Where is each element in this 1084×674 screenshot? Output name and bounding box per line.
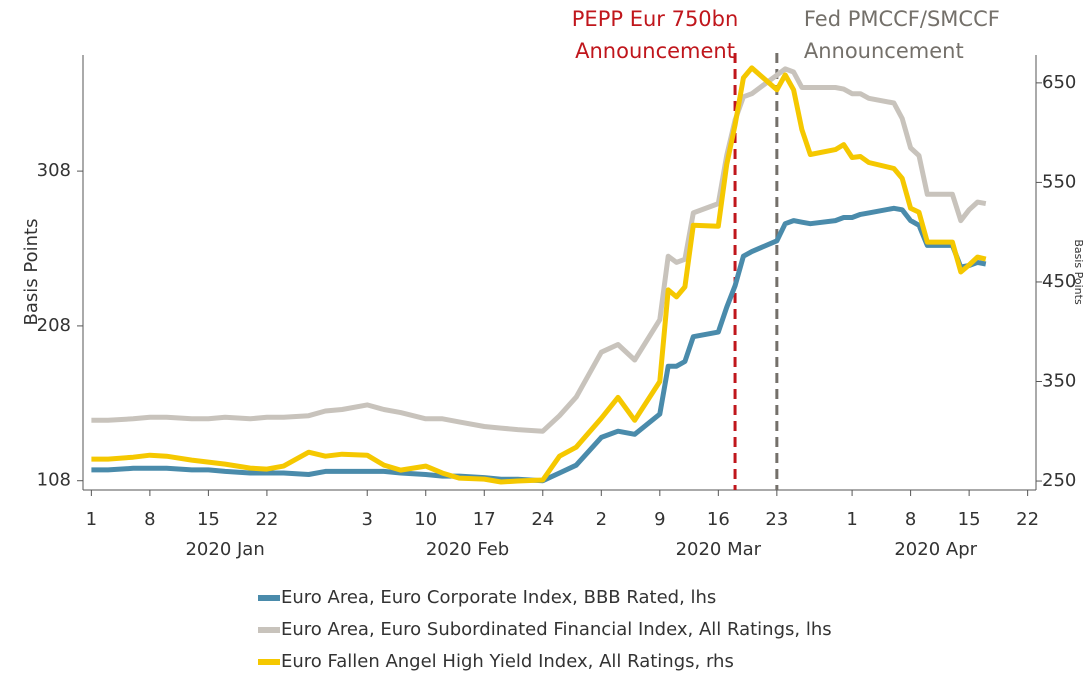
x-tick-label: 22 [255,509,278,530]
annotation-text: Fed PMCCF/SMCCF [804,7,1000,31]
y-axis-label: Basis Points [21,219,42,326]
x-tick-label: 15 [958,509,981,530]
x-tick-label: 15 [197,509,220,530]
y2-tick-label: 550 [1042,171,1076,192]
y-tick-label: 108 [37,470,71,491]
series-line [91,66,987,434]
legend-label: Euro Area, Euro Subordinated Financial I… [281,619,832,640]
x-tick-label: 8 [905,509,916,530]
annotation-text: PEPP Eur 750bn [572,7,739,31]
y2-tick-label: 350 [1042,370,1076,391]
month-label: 2020 Feb [426,539,509,560]
y-tick-label: 308 [37,160,71,181]
x-tick-label: 2 [596,509,607,530]
x-tick-label: 1 [86,509,97,530]
annotation-text: Announcement [804,39,964,63]
month-label: 2020 Jan [185,539,264,560]
series-line [91,205,987,484]
x-tick-label: 3 [362,509,373,530]
x-tick-label: 9 [654,509,665,530]
x-tick-label: 22 [1016,509,1039,530]
x-tick-label: 8 [144,509,155,530]
x-tick-label: 16 [707,509,730,530]
y2-tick-label: 650 [1042,72,1076,93]
legend-label: Euro Fallen Angel High Yield Index, All … [281,651,734,672]
x-tick-label: 17 [473,509,496,530]
month-label: 2020 Apr [894,539,977,560]
x-tick-label: 1 [846,509,857,530]
x-tick-label: 23 [765,509,788,530]
y-tick-label: 208 [37,315,71,336]
y2-axis-label: Basis Points [1072,239,1084,305]
series-line [91,65,987,485]
annotation-text: Announcement [575,39,735,63]
legend-label: Euro Area, Euro Corporate Index, BBB Rat… [281,587,716,608]
x-tick-label: 10 [414,509,437,530]
y2-tick-label: 250 [1042,470,1076,491]
month-label: 2020 Mar [676,539,762,560]
y2-tick-label: 450 [1042,271,1076,292]
x-tick-label: 24 [531,509,554,530]
